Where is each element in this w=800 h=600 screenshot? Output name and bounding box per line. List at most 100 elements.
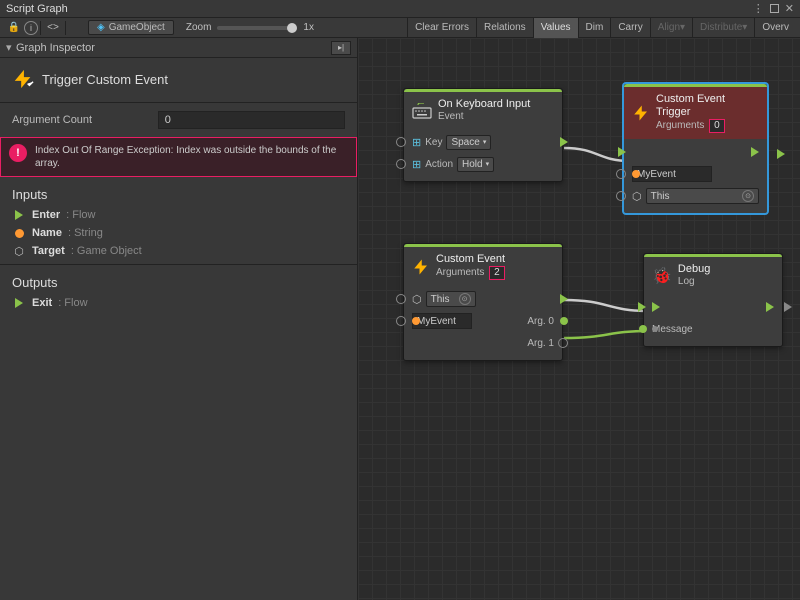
separator [65, 21, 66, 35]
carry-button[interactable]: Carry [610, 18, 649, 38]
port-name-in[interactable] [396, 316, 406, 326]
port-icon [12, 208, 26, 222]
bolt-icon [632, 104, 650, 122]
error-icon: ! [9, 144, 27, 162]
close-icon[interactable]: ✕ [785, 2, 794, 15]
cube-icon: ◈ [97, 22, 105, 33]
node-title: On Keyboard Input [438, 98, 530, 111]
port-flow-out[interactable] [766, 302, 774, 312]
node-subtitle: Event [438, 111, 530, 123]
node-custom-event[interactable]: Custom Event Arguments 2 ⬡ This⊙ Arg. 0 [403, 243, 563, 361]
port-name: Enter [32, 209, 60, 221]
node-debug-log[interactable]: 🐞 Debug Log Message [643, 253, 783, 347]
object-icon: ⬡ [632, 190, 642, 203]
lock-icon[interactable]: 🔒 [4, 19, 24, 37]
argument-count-field: Argument Count [12, 111, 345, 129]
title-bar: Script Graph ⋮ ✕ [0, 0, 800, 18]
args-count-badge: 2 [489, 266, 505, 280]
inputs-section: Inputs [12, 187, 345, 202]
port-target-in[interactable] [396, 294, 406, 304]
graph-canvas[interactable]: On Keyboard Input Event ⊞ Key Space▾ ⊞ A… [358, 38, 800, 600]
port-row: ⬡ Target : Game Object [12, 244, 345, 258]
port-flow-out[interactable] [560, 294, 568, 304]
toolbar: 🔒 i <> ◈ GameObject Zoom 1x Clear Errors… [0, 18, 800, 38]
port-flow-out[interactable] [777, 149, 785, 159]
clear-errors-button[interactable]: Clear Errors [407, 18, 476, 38]
port-arg1-out[interactable] [558, 338, 568, 348]
arg-count-label: Argument Count [12, 114, 158, 126]
toolbar-right: Clear Errors Relations Values Dim Carry … [407, 18, 796, 38]
overview-button[interactable]: Overv [754, 18, 796, 38]
selected-node-title: Trigger Custom Event [12, 68, 345, 90]
enum-icon: ⊞ [412, 136, 421, 149]
name-input[interactable] [412, 313, 472, 329]
dim-button[interactable]: Dim [578, 18, 611, 38]
keyboard-icon [412, 103, 432, 119]
zoom-value: 1x [303, 22, 314, 33]
relations-button[interactable]: Relations [476, 18, 533, 38]
port-icon [12, 226, 26, 240]
key-label: Key [425, 137, 442, 148]
port-flow-in[interactable] [618, 147, 626, 157]
port-key-in[interactable] [396, 137, 406, 147]
port-target-in[interactable] [616, 191, 626, 201]
zoom-label: Zoom [186, 22, 212, 33]
maximize-icon[interactable] [770, 4, 779, 13]
node-title: Debug [678, 263, 710, 276]
port-row: Enter : Flow [12, 208, 345, 222]
inspector-title: Graph Inspector [16, 42, 95, 54]
zoom-handle[interactable] [287, 23, 297, 33]
node-title: Custom Event [436, 253, 505, 266]
chevron-down-icon[interactable]: ▾ [6, 41, 16, 54]
inspector-header: ▾ Graph Inspector ▸| [0, 38, 357, 58]
port-flow-in[interactable] [638, 302, 646, 312]
node-title-text: Trigger Custom Event [42, 72, 168, 87]
port-type: : Game Object [71, 245, 142, 257]
bolt-icon [12, 68, 34, 90]
port-exit[interactable] [751, 147, 759, 157]
message-label: Message [652, 324, 693, 335]
action-label: Action [425, 159, 453, 170]
node-subtitle: Trigger [656, 106, 725, 119]
target-dropdown[interactable]: This⊙ [426, 291, 476, 307]
menu-icon[interactable]: ⋮ [753, 2, 764, 15]
enum-icon: ⊞ [412, 158, 421, 171]
info-icon[interactable]: i [24, 21, 38, 35]
port-name: Target [32, 245, 65, 257]
zoom-slider[interactable] [217, 26, 297, 30]
gameobject-dropdown[interactable]: ◈ GameObject [88, 20, 174, 35]
values-button[interactable]: Values [533, 18, 578, 38]
port-name-in[interactable] [616, 169, 626, 179]
action-dropdown[interactable]: Hold▾ [457, 157, 494, 172]
port-row: Name : String [12, 226, 345, 240]
bug-icon: 🐞 [652, 266, 672, 286]
port-name: Exit [32, 297, 52, 309]
outputs-section: Outputs [12, 275, 345, 290]
node-trigger-custom-event[interactable]: Custom Event Trigger Arguments 0 [623, 83, 768, 214]
divider [0, 102, 357, 103]
port-icon [12, 296, 26, 310]
port-flow-out[interactable] [560, 137, 568, 147]
arg-count-input[interactable] [158, 111, 345, 129]
args-count-badge: 0 [709, 119, 725, 133]
port-action-in[interactable] [396, 159, 406, 169]
target-dropdown[interactable]: This⊙ [646, 188, 759, 204]
code-icon[interactable]: <> [43, 19, 63, 37]
node-keyboard-input[interactable]: On Keyboard Input Event ⊞ Key Space▾ ⊞ A… [403, 88, 563, 182]
object-icon: ⬡ [412, 293, 422, 306]
error-text: Index Out Of Range Exception: Index was … [35, 144, 348, 170]
separator [40, 21, 41, 35]
port-message-in[interactable] [639, 325, 647, 333]
align-button[interactable]: Align ▾ [650, 18, 692, 38]
port-type: : Flow [58, 297, 87, 309]
distribute-button[interactable]: Distribute ▾ [692, 18, 754, 38]
window-controls: ⋮ ✕ [753, 2, 794, 15]
arg0-label: Arg. 0 [527, 316, 554, 327]
port-arg0-out[interactable] [560, 317, 568, 325]
port-exit-far[interactable] [784, 302, 792, 312]
key-dropdown[interactable]: Space▾ [446, 135, 491, 150]
arg1-label: Arg. 1 [527, 338, 554, 349]
bolt-icon [412, 258, 430, 276]
name-input[interactable] [632, 166, 712, 182]
collapse-button[interactable]: ▸| [331, 41, 351, 55]
